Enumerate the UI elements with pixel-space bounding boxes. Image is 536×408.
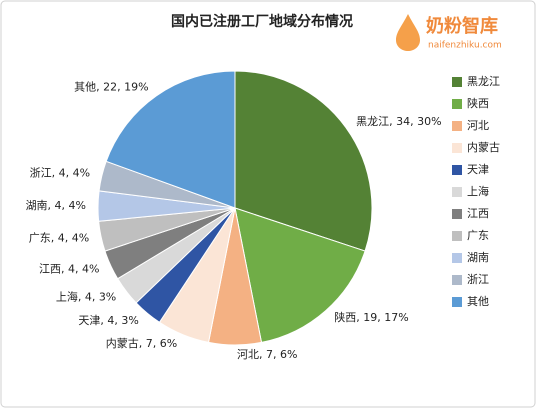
watermark: 奶粉智库 naifenzhiku.com [396, 14, 502, 51]
chart-title: 国内已注册工厂地域分布情况 [171, 13, 353, 30]
legend-swatch [452, 209, 462, 219]
legend-swatch [452, 187, 462, 197]
legend-swatch [452, 121, 462, 131]
legend-label: 河北 [467, 119, 489, 132]
data-label: 河北, 7, 6% [237, 348, 297, 361]
data-label: 内蒙古, 7, 6% [106, 336, 177, 350]
legend-swatch [452, 165, 462, 175]
legend-swatch [452, 99, 462, 109]
data-label: 其他, 22, 19% [74, 81, 148, 94]
legend-label: 其他 [467, 295, 489, 308]
legend-label: 浙江 [467, 273, 489, 286]
data-label: 陕西, 19, 17% [334, 310, 408, 324]
data-label: 黑龙江, 34, 30% [356, 115, 441, 128]
watermark-url: naifenzhiku.com [428, 41, 502, 51]
logo-icon [396, 14, 420, 51]
legend-label: 湖南 [467, 251, 489, 264]
legend-label: 天津 [467, 163, 489, 176]
legend-swatch [452, 77, 462, 87]
legend-label: 上海 [467, 184, 489, 198]
legend-label: 黑龙江 [467, 75, 500, 88]
legend-label: 陕西 [467, 96, 489, 110]
watermark-name: 奶粉智库 [426, 15, 498, 37]
legend-swatch [452, 297, 462, 307]
data-label: 湖南, 4, 4% [26, 199, 86, 212]
data-label: 浙江, 4, 4% [30, 167, 90, 180]
legend-label: 江西 [467, 207, 489, 220]
legend-swatch [452, 275, 462, 285]
data-label: 江西, 4, 4% [39, 262, 99, 275]
legend-swatch [452, 231, 462, 241]
legend-swatch [452, 143, 462, 153]
data-label: 上海, 4, 3% [56, 289, 116, 303]
pie-slice [105, 70, 236, 209]
data-label: 天津, 4, 3% [78, 314, 138, 327]
legend-swatch [452, 253, 462, 263]
pie-slice [234, 70, 373, 252]
legend-label: 广东 [467, 229, 489, 242]
data-label: 广东, 4, 4% [29, 231, 89, 244]
pie-slice [234, 207, 366, 344]
legend-label: 内蒙古 [467, 140, 500, 154]
